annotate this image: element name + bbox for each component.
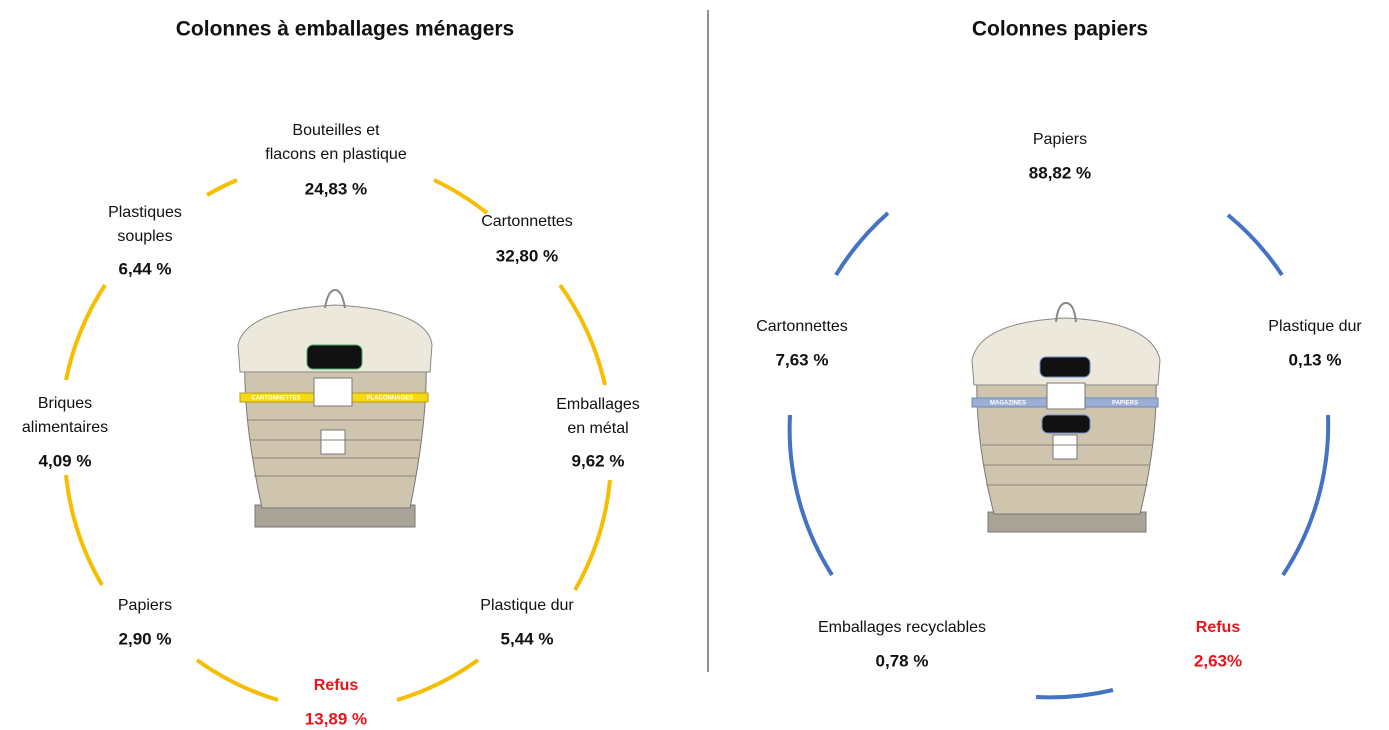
item-label: Papiers [1033, 131, 1087, 148]
item-value: 2,90 % [119, 629, 172, 648]
item-label: Refus [314, 677, 359, 694]
arc [64, 474, 104, 587]
item-label: Emballages [556, 396, 640, 413]
item-label: souples [117, 228, 172, 245]
item-value: 9,62 % [572, 451, 625, 470]
item-value: 0,13 % [1289, 350, 1342, 369]
item-label: en métal [567, 420, 628, 437]
arc [558, 283, 607, 386]
item-label: Emballages recyclables [818, 619, 986, 636]
bin-illustration: MAGAZINES PAPIERS [971, 301, 1161, 533]
item-value: 7,63 % [776, 350, 829, 369]
arc [573, 479, 612, 591]
bin-illustration: CARTONNETTES FLACONNAGES [237, 288, 433, 528]
bin-label: PAPIERS [1112, 401, 1138, 407]
arc [205, 178, 238, 197]
arc [1035, 688, 1114, 700]
item-value: 32,80 % [496, 246, 558, 265]
item-value: 0,78 % [876, 651, 929, 670]
item-value: 2,63% [1194, 651, 1242, 670]
bin-label: MAGAZINES [990, 401, 1026, 407]
item-label: Plastique dur [1268, 318, 1362, 335]
panel-title: Colonnes à emballages ménagers [176, 18, 514, 41]
arc [1226, 213, 1284, 277]
item-label: Briques [38, 395, 92, 412]
item-value: 88,82 % [1029, 163, 1091, 182]
item-label: Plastiques [108, 204, 182, 221]
bin-label: CARTONNETTES [251, 396, 300, 402]
item-label: Cartonnettes [756, 318, 848, 335]
item-value: 6,44 % [119, 259, 172, 278]
item-label: Refus [1196, 619, 1241, 636]
item-label: Cartonnettes [481, 213, 573, 230]
item-value: 4,09 % [39, 451, 92, 470]
bin-label: FLACONNAGES [367, 396, 413, 402]
arc [396, 658, 480, 702]
arc [433, 178, 489, 215]
item-label: flacons en plastique [265, 146, 407, 163]
item-label: alimentaires [22, 419, 108, 436]
item-value: 13,89 % [305, 709, 367, 728]
item-value: 24,83 % [305, 179, 367, 198]
item-label: Plastique dur [480, 597, 574, 614]
arc [195, 658, 279, 702]
item-label: Papiers [118, 597, 172, 614]
arc [834, 211, 890, 277]
item-value: 5,44 % [501, 629, 554, 648]
arc [64, 283, 107, 381]
arc [1281, 414, 1331, 577]
arc [787, 414, 834, 577]
item-label: Bouteilles et [292, 122, 380, 139]
panel-title: Colonnes papiers [972, 18, 1148, 41]
